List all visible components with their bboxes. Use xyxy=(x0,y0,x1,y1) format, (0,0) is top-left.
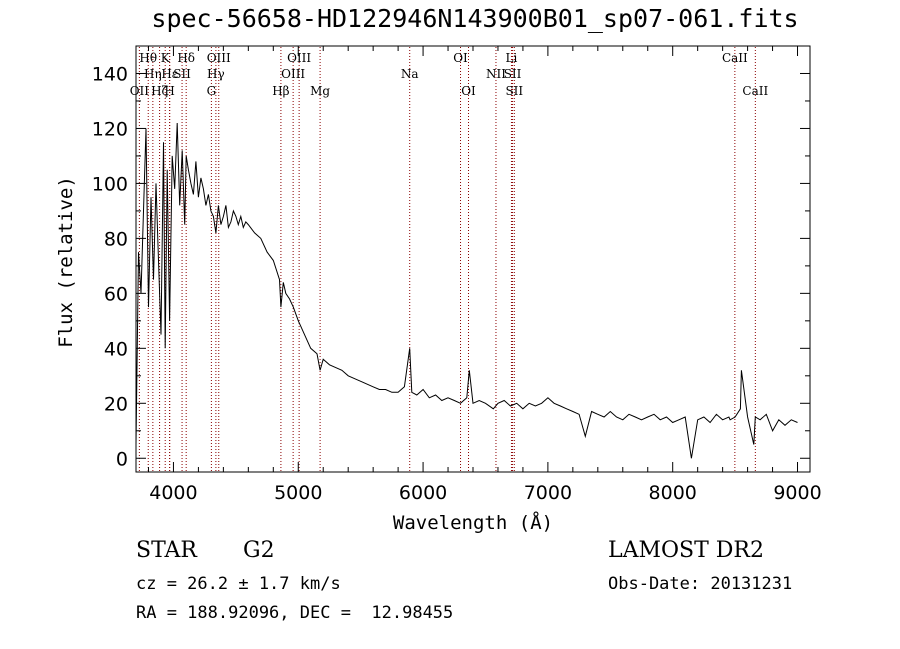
x-tick-label: 4000 xyxy=(149,482,197,504)
line-label: OIII xyxy=(287,51,311,65)
line-label: CaII xyxy=(742,84,768,98)
y-tick-label: 60 xyxy=(104,283,128,305)
obs-date: Obs-Date: 20131231 xyxy=(608,574,793,594)
line-label: Hζ xyxy=(151,84,168,98)
line-label: K xyxy=(161,51,171,65)
redshift-readout: cz = 26.2 ± 1.7 km/s xyxy=(136,574,341,594)
line-label: Hδ xyxy=(177,51,195,65)
line-label: Hβ xyxy=(272,84,289,98)
line-label: NII xyxy=(486,67,506,81)
y-tick-label: 80 xyxy=(104,228,128,250)
x-tick-label: 8000 xyxy=(649,482,697,504)
line-label: OIII xyxy=(207,51,231,65)
line-label: Hε xyxy=(161,67,178,81)
line-label: Hγ xyxy=(207,67,225,81)
line-label: OII xyxy=(130,84,150,98)
line-label: OI xyxy=(461,84,476,98)
y-tick-label: 100 xyxy=(92,173,128,195)
line-label: H xyxy=(164,84,174,98)
line-label: Li xyxy=(506,51,518,65)
line-markers xyxy=(138,47,756,472)
x-tick-label: 7000 xyxy=(524,482,572,504)
line-label: Hη xyxy=(144,67,162,81)
x-tick-label: 6000 xyxy=(399,482,447,504)
line-label: SII xyxy=(504,67,522,81)
line-label: OIII xyxy=(281,67,305,81)
spectrum-line xyxy=(135,122,798,459)
y-tick-label: 0 xyxy=(116,448,128,470)
x-axis-title: Wavelength (Å) xyxy=(393,511,553,534)
object-class: STAR xyxy=(136,538,197,563)
y-axis-title: Flux (relative) xyxy=(55,176,77,348)
line-label: Na xyxy=(401,67,419,81)
x-tick-label: 5000 xyxy=(274,482,322,504)
line-label: OI xyxy=(453,51,468,65)
line-label: Mg xyxy=(310,84,330,98)
line-label: CaII xyxy=(722,51,748,65)
object-subclass: G2 xyxy=(243,538,275,563)
plot-frame xyxy=(135,45,811,473)
line-label: SII xyxy=(173,67,191,81)
line-label: G xyxy=(207,84,217,98)
axis-ticks: 4000 5000 6000 7000 8000 9000 0 20 40 60 80 100 120 1… xyxy=(92,46,822,504)
x-tick-label: 9000 xyxy=(773,482,821,504)
y-tick-label: 120 xyxy=(92,118,128,140)
line-label: Hθ xyxy=(139,51,157,65)
y-tick-label: 140 xyxy=(92,63,128,85)
line-label: SII xyxy=(505,84,523,98)
y-tick-label: 20 xyxy=(104,393,128,415)
survey-name: LAMOST DR2 xyxy=(608,538,764,563)
coordinates: RA = 188.92096, DEC = 12.98455 xyxy=(136,603,454,623)
y-tick-label: 40 xyxy=(104,338,128,360)
plot-title: spec-56658-HD122946N143900B01_sp07-061.f… xyxy=(151,4,799,33)
